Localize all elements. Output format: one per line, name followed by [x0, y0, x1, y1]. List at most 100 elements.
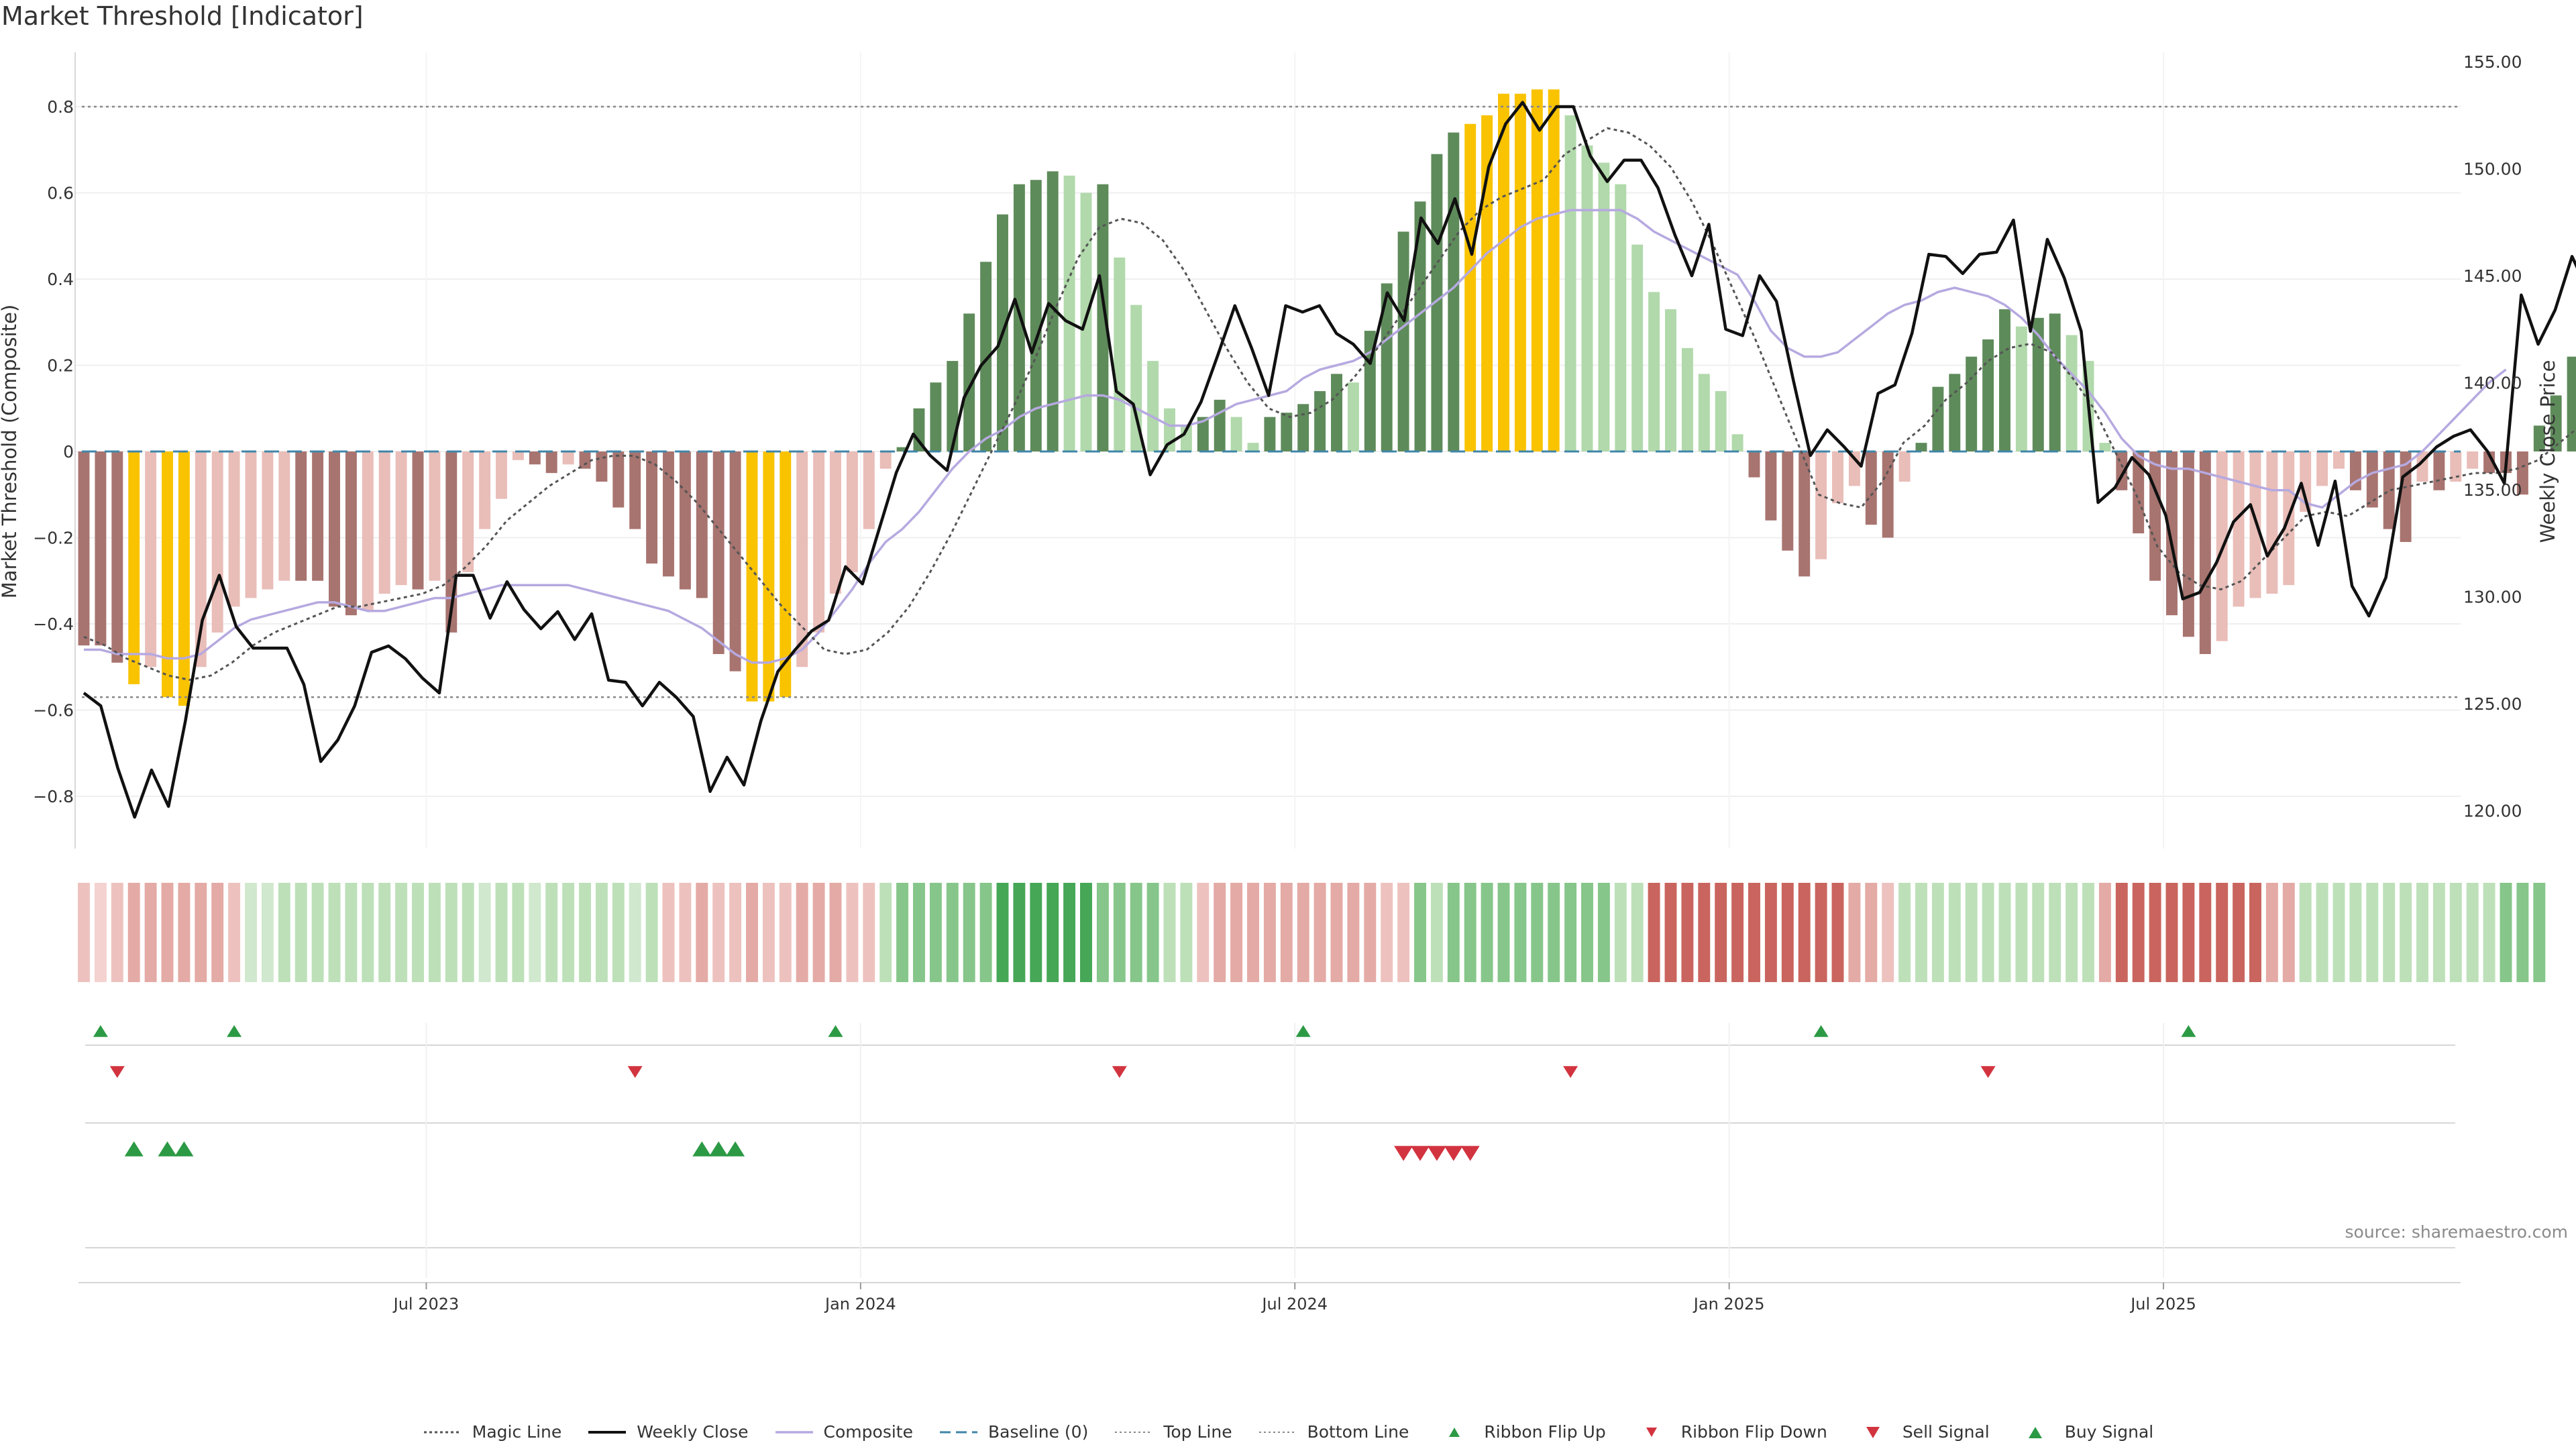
y-left-axis-title: Market Threshold (Composite): [0, 305, 21, 598]
ribbon-cell: [1965, 883, 1978, 982]
legend-label: Composite: [823, 1422, 913, 1442]
composite-bar: [2467, 451, 2479, 469]
y-right-tick-label: 150.00: [2463, 160, 2522, 179]
ribbon-cell: [2049, 883, 2061, 982]
ribbon-cell: [2282, 883, 2295, 982]
ribbon-cell: [696, 883, 708, 982]
composite-bar: [2133, 451, 2145, 534]
composite-bar: [329, 451, 340, 607]
ribbon-cell: [495, 883, 508, 982]
composite-bar: [1147, 361, 1159, 451]
composite-bar: [612, 451, 625, 508]
y-left-tick-label: −0.6: [33, 701, 74, 720]
y-left-tick-label: 0.6: [47, 184, 74, 203]
composite-bar: [278, 451, 290, 581]
ribbon-cell: [1931, 883, 1944, 982]
ribbon-cell: [1263, 883, 1276, 982]
composite-bar: [1063, 175, 1075, 451]
composite-bar: [362, 451, 374, 611]
composite-bar: [696, 451, 708, 598]
composite-bar: [746, 451, 758, 702]
y-right-tick-label: 120.00: [2463, 802, 2522, 821]
ribbon-flip-up-marker: [1295, 1025, 1311, 1037]
ribbon-flip-down-marker: [1112, 1066, 1127, 1078]
ribbon-cell: [261, 883, 274, 982]
ribbon-cell: [1664, 883, 1677, 982]
x-tick-label: Jan 2025: [1693, 1295, 1765, 1313]
legend-swatch: [2028, 1426, 2042, 1438]
legend-swatch: [1115, 1431, 1153, 1433]
composite-bar: [1397, 231, 1409, 451]
sell-signal-marker: [1427, 1146, 1446, 1161]
composite-bar: [412, 451, 424, 590]
composite-bar: [579, 451, 591, 469]
ribbon-cell: [629, 883, 641, 982]
y-left-tick-label: −0.2: [33, 529, 74, 548]
composite-bar: [963, 313, 975, 451]
composite-bar: [1598, 162, 1610, 451]
ribbon-cell: [1982, 883, 1994, 982]
ribbon-cell: [144, 883, 157, 982]
ribbon-cell: [829, 883, 842, 982]
ribbon-cell: [729, 883, 742, 982]
ribbon-cell: [562, 883, 575, 982]
ribbon-cell: [1197, 883, 1210, 982]
ribbon-cell: [1464, 883, 1477, 982]
ribbon-cell: [512, 883, 525, 982]
legend-label: Sell Signal: [1902, 1422, 1990, 1442]
ribbon-cell: [1681, 883, 1694, 982]
sell-signal-marker: [1444, 1146, 1463, 1161]
y-right-tick-label: 135.00: [2463, 480, 2522, 500]
composite-bar: [145, 451, 157, 667]
composite-bar: [1214, 399, 1226, 451]
ribbon-cell: [879, 883, 892, 982]
composite-bar: [947, 361, 959, 451]
ribbon-cell: [1481, 883, 1493, 982]
composite-bar: [913, 408, 925, 451]
composite-bar: [2450, 451, 2462, 482]
legend-label: Weekly Close: [637, 1422, 749, 1442]
composite-bar: [930, 382, 942, 451]
ribbon-cell: [127, 883, 140, 982]
ribbon-cell: [645, 883, 658, 982]
ribbon-cell: [2098, 883, 2111, 982]
ribbon-cell: [579, 883, 591, 982]
axes-layer: 0.8 0.6 0.4 0.2 0 −0.2 −0.4 −0.6 −0.8 155.00 150.0…: [0, 52, 2559, 849]
ribbon-cell: [2332, 883, 2345, 982]
ribbon-cell: [2132, 883, 2145, 982]
composite-bar: [1631, 244, 1644, 451]
chart-title: Market Threshold [Indicator]: [1, 1, 364, 31]
composite-bar: [2433, 451, 2445, 490]
sell-signal-marker: [1411, 1146, 1430, 1161]
composite-bar: [2300, 451, 2312, 512]
composite-bar: [2049, 313, 2061, 451]
ribbon-cell: [1146, 883, 1159, 982]
ribbon-cell: [445, 883, 458, 982]
buy-signal-marker: [692, 1141, 712, 1157]
composite-bar: [345, 451, 357, 616]
ribbon-strip: [78, 883, 2546, 982]
ribbon-cell: [1163, 883, 1176, 982]
composite-bar: [1347, 382, 1359, 451]
composite-bar: [1046, 171, 1059, 451]
ribbon-cell: [662, 883, 675, 982]
y-right-tick-label: 145.00: [2463, 266, 2522, 286]
composite-bar: [1882, 451, 1894, 538]
composite-bar: [1731, 434, 1743, 451]
composite-bar: [245, 451, 257, 598]
y-left-tick-label: −0.8: [33, 787, 74, 806]
composite-bar: [295, 451, 307, 581]
ribbon-cell: [2500, 883, 2512, 982]
composite-bar: [2166, 451, 2178, 616]
composite-bar: [228, 451, 240, 607]
composite-bar: [712, 451, 724, 654]
ribbon-cell: [2265, 883, 2278, 982]
ribbon-cell: [746, 883, 758, 982]
ribbon-cell: [946, 883, 959, 982]
ribbon-cell: [1915, 883, 1927, 982]
buy-signal-marker: [158, 1141, 177, 1157]
ribbon-cell: [1831, 883, 1844, 982]
composite-bar: [1648, 292, 1660, 451]
composite-bar: [128, 451, 140, 684]
composite-bar: [780, 451, 792, 698]
